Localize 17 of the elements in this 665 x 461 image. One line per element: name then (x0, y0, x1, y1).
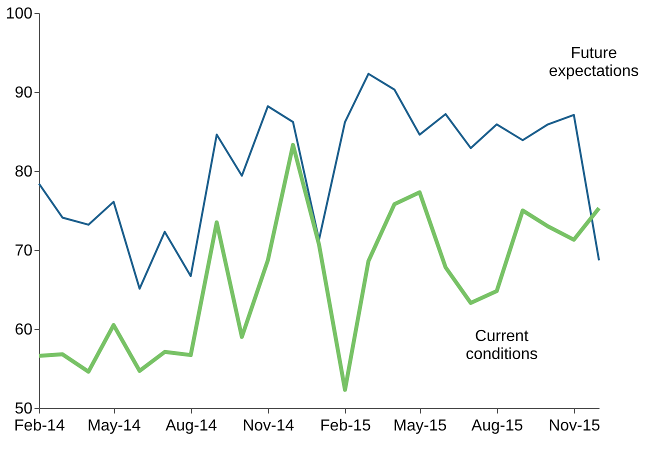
series-label: Current conditions (466, 328, 538, 364)
y-tick-label: 90 (14, 84, 33, 102)
y-tick-label: 80 (14, 164, 33, 180)
x-tick-label: Nov-15 (548, 418, 600, 434)
line-series (37, 142, 601, 392)
x-tick-label: Nov-14 (242, 418, 294, 434)
x-tick-label: May-15 (393, 418, 447, 434)
y-tick-label: 70 (14, 242, 33, 260)
x-tick-label: Feb-14 (14, 418, 65, 434)
y-tick-label: 50 (14, 400, 33, 418)
y-tick-label: 60 (14, 322, 33, 338)
y-tick-label: 100 (6, 6, 33, 22)
x-tick-label: Aug-15 (471, 418, 524, 434)
text: Future expectations (548, 44, 639, 80)
x-tick-label: May-14 (87, 418, 141, 434)
x-tick-label: Feb-15 (320, 418, 371, 434)
x-tick-label: Aug-14 (165, 418, 218, 434)
